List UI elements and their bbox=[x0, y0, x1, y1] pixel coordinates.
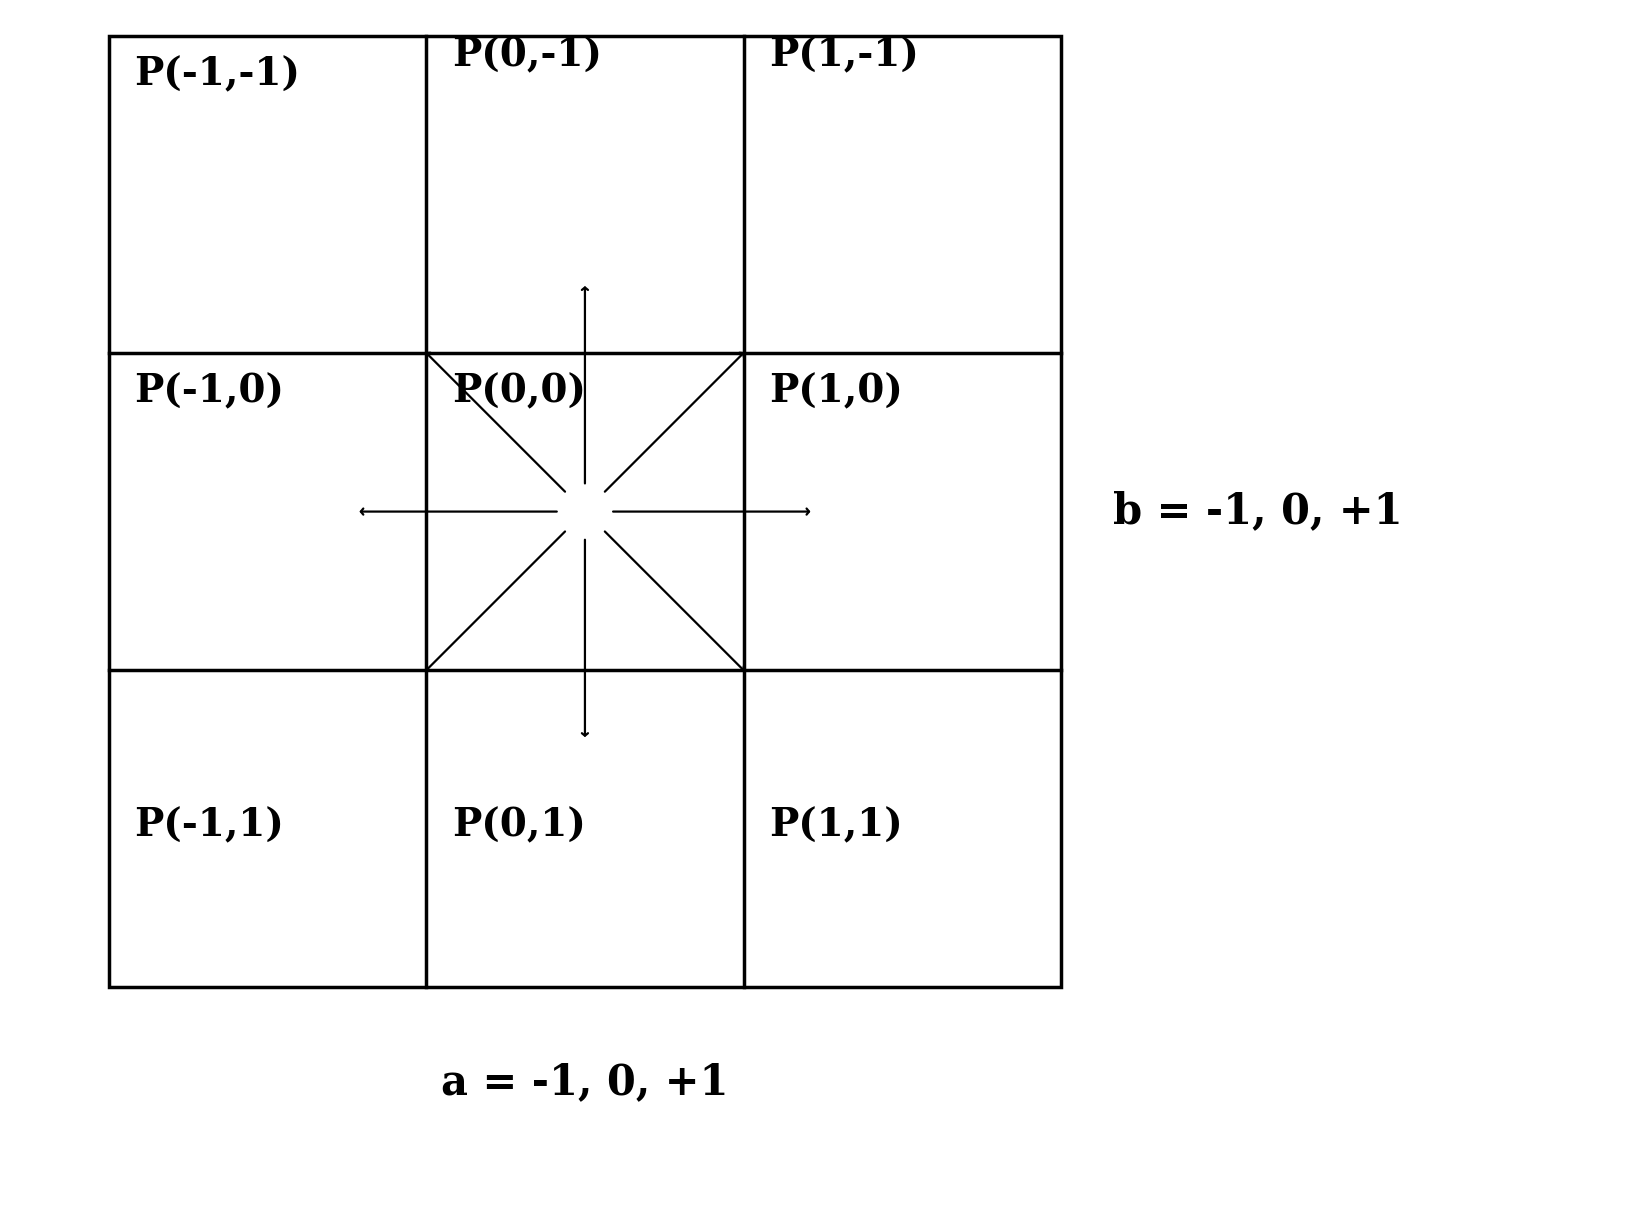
Text: P(-1,0): P(-1,0) bbox=[134, 372, 284, 410]
Text: P(0,1): P(0,1) bbox=[451, 807, 585, 845]
Text: P(0,-1): P(0,-1) bbox=[451, 35, 602, 73]
Text: b = -1, 0, +1: b = -1, 0, +1 bbox=[1113, 491, 1403, 532]
Text: P(-1,-1): P(-1,-1) bbox=[134, 55, 301, 93]
Text: P(1,0): P(1,0) bbox=[768, 372, 903, 410]
Text: a = -1, 0, +1: a = -1, 0, +1 bbox=[441, 1061, 729, 1103]
Bar bbox=[110, 35, 1061, 988]
Text: P(1,-1): P(1,-1) bbox=[768, 35, 919, 73]
Text: P(-1,1): P(-1,1) bbox=[134, 807, 284, 845]
Text: P(1,1): P(1,1) bbox=[768, 807, 903, 845]
Text: P(0,0): P(0,0) bbox=[451, 372, 585, 410]
